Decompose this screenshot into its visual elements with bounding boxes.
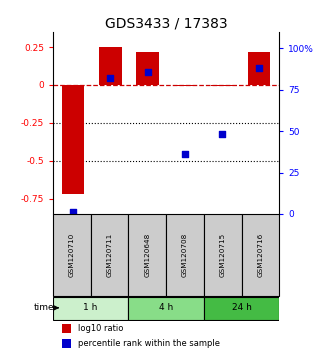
Bar xyxy=(204,297,279,320)
Bar xyxy=(128,297,204,320)
Text: 1 h: 1 h xyxy=(83,303,98,312)
Text: percentile rank within the sample: percentile rank within the sample xyxy=(78,338,220,348)
Bar xyxy=(166,214,204,296)
Bar xyxy=(204,214,242,296)
Bar xyxy=(174,85,196,86)
Bar xyxy=(99,47,122,85)
Bar xyxy=(53,297,128,320)
Bar xyxy=(62,339,71,348)
Text: 4 h: 4 h xyxy=(159,303,173,312)
Text: GSM120716: GSM120716 xyxy=(257,233,264,277)
Point xyxy=(219,132,224,137)
Text: 24 h: 24 h xyxy=(232,303,251,312)
Text: GSM120710: GSM120710 xyxy=(69,233,75,277)
Bar xyxy=(91,214,128,296)
Bar xyxy=(242,214,279,296)
Point xyxy=(182,152,187,157)
Bar xyxy=(128,214,166,296)
Point xyxy=(108,75,113,81)
Point xyxy=(256,65,261,71)
Point xyxy=(145,69,150,74)
Text: GSM120648: GSM120648 xyxy=(144,233,150,277)
Text: GSM120715: GSM120715 xyxy=(220,233,226,277)
Point xyxy=(71,210,76,215)
Bar xyxy=(211,85,233,86)
Bar xyxy=(53,214,91,296)
Bar xyxy=(62,324,71,333)
Title: GDS3433 / 17383: GDS3433 / 17383 xyxy=(105,17,228,31)
Text: GSM120708: GSM120708 xyxy=(182,233,188,277)
Bar xyxy=(136,52,159,85)
Text: log10 ratio: log10 ratio xyxy=(78,324,123,333)
Bar xyxy=(62,85,84,194)
Text: GSM120711: GSM120711 xyxy=(107,233,113,277)
Text: time: time xyxy=(33,303,54,312)
Bar xyxy=(248,52,270,85)
